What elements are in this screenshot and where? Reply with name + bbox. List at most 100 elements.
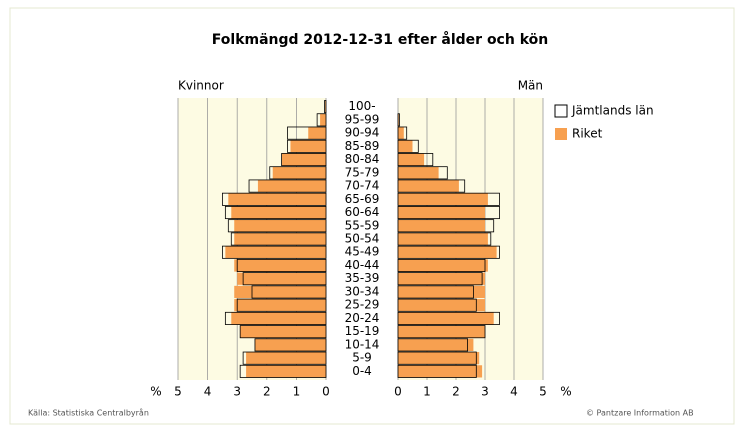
bar [272,166,326,179]
outline-bar [324,100,327,114]
right-label: Män [518,79,543,93]
x-tick-label: 2 [263,385,271,399]
age-label: 85-89 [345,139,380,153]
age-label: 55-59 [345,218,380,232]
legend-label: Jämtlands län [571,104,654,118]
bar [398,365,483,378]
outline-bar [397,298,477,312]
outline-bar [397,179,466,193]
age-label: 35-39 [345,271,380,285]
chart-title: Folkmängd 2012-12-31 efter ålder och kön [212,31,548,48]
age-label: 0-4 [352,364,372,378]
bar [398,285,485,299]
axis-unit: % [150,385,161,399]
bar [320,113,326,126]
outline-bar [224,206,327,220]
bar [398,272,485,285]
age-label: 90-94 [345,126,380,140]
outline-bar [397,232,492,246]
age-label: 15-19 [345,324,380,338]
outline-bar [397,338,468,352]
bar [398,259,488,272]
bar [231,206,326,219]
outline-bar [227,219,327,233]
x-tick-label: 5 [539,385,547,399]
outline-bar [221,192,327,206]
x-tick-label: 1 [293,385,301,399]
outline-bar [397,285,474,299]
age-label: 95-99 [345,112,380,126]
outline-bar [397,311,500,325]
x-tick-label: 3 [481,385,489,399]
x-tick-label: 0 [394,385,402,399]
outline-bar [269,166,327,180]
bar [225,246,326,259]
bar [257,179,326,193]
x-tick-label: 1 [423,385,431,399]
bar [228,193,326,206]
bar [398,113,399,126]
outline-bar [397,325,486,339]
outline-bar [397,113,400,127]
outline-bar [397,153,434,167]
bar [398,153,425,166]
outline-bar [221,245,327,259]
age-label: 25-29 [345,298,380,312]
bar [234,299,326,312]
age-label: 60-64 [345,205,380,219]
outline-bar [236,258,327,272]
bar [398,140,413,153]
bar [234,259,326,272]
bar [398,193,488,206]
outline-bar [224,311,327,325]
bar [398,166,439,179]
outline-bar [397,258,486,272]
bar [398,126,404,140]
outline-bar [239,325,327,339]
bar [398,206,485,219]
bar [398,179,459,193]
outline-bar [281,153,327,167]
bar [246,365,326,378]
bar [308,126,326,140]
bar [398,338,474,352]
legend-swatch [555,128,567,140]
age-label: 70-74 [345,179,380,193]
x-tick-label: 5 [174,385,182,399]
outline-bar [287,126,327,140]
age-label: 65-69 [345,192,380,206]
age-label: 50-54 [345,232,380,246]
axis-unit: % [560,385,571,399]
bar [398,325,485,338]
age-label: 40-44 [345,258,380,272]
x-tick-label: 2 [452,385,460,399]
outline-bar [397,139,419,153]
bar [234,219,326,232]
frame [9,7,735,425]
age-label: 100- [348,99,375,113]
x-tick-label: 0 [322,385,330,399]
outline-bar [248,179,327,193]
outline-bar [397,364,477,378]
bar [240,325,326,338]
outline-bar [230,232,327,246]
outline-bar [242,272,327,286]
bar [231,312,326,325]
outline-bar [239,364,327,378]
bar [398,352,480,365]
left-label: Kvinnor [178,79,224,93]
x-tick-label: 4 [510,385,518,399]
bar [398,246,497,259]
bar [398,219,485,232]
outline-bar [236,298,327,312]
outline-bar [397,245,500,259]
bar [254,338,326,352]
bar [237,272,326,285]
bar [398,312,494,325]
age-label: 45-49 [345,245,380,259]
outline-bar [397,126,408,140]
age-label: 20-24 [345,311,380,325]
x-tick-label: 3 [233,385,241,399]
age-label: 80-84 [345,152,380,166]
